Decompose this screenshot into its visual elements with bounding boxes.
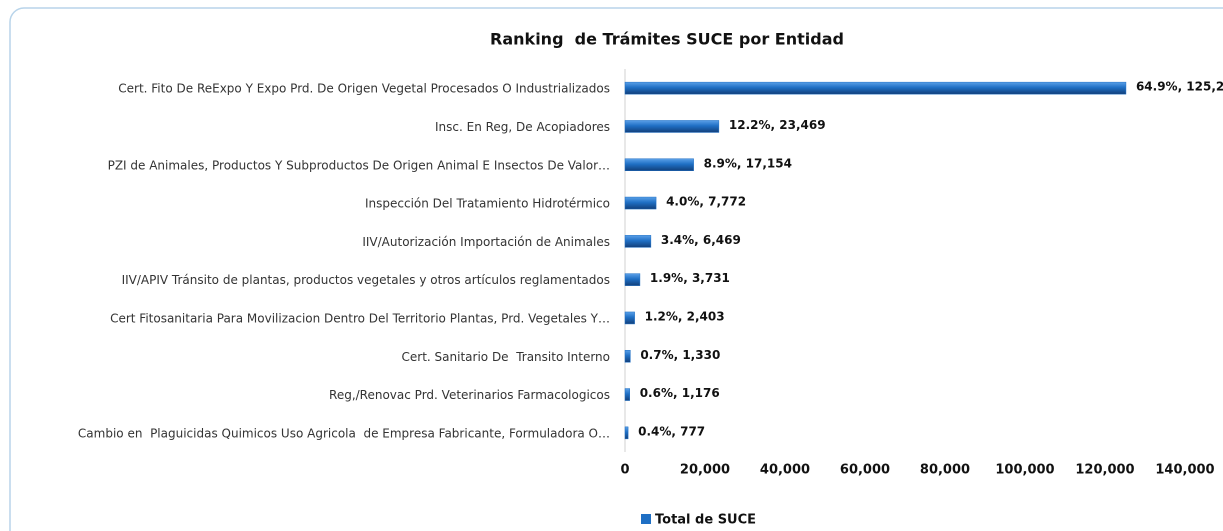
x-tick-label: 140,000 bbox=[1155, 463, 1214, 478]
category-label: Reg,/Renovac Prd. Veterinarios Farmacolo… bbox=[329, 388, 610, 402]
legend-label: Total de SUCE bbox=[655, 513, 756, 528]
bar bbox=[624, 350, 631, 363]
x-tick-label: 120,000 bbox=[1075, 463, 1134, 478]
x-tick-label: 80,000 bbox=[920, 463, 970, 478]
x-tick-label: 60,000 bbox=[840, 463, 890, 478]
category-label: Cambio en Plaguicidas Quimicos Uso Agric… bbox=[78, 426, 610, 440]
category-label: IIV/Autorización Importación de Animales bbox=[362, 235, 610, 249]
frame bbox=[9, 7, 1223, 531]
data-label: 8.9%, 17,154 bbox=[704, 156, 792, 170]
x-tick-label: 40,000 bbox=[760, 463, 810, 478]
bar bbox=[624, 158, 694, 171]
chart-title: Ranking de Trámites SUCE por Entidad bbox=[490, 30, 844, 49]
bar bbox=[624, 311, 635, 325]
category-label: Cert. Sanitario De Transito Interno bbox=[402, 350, 610, 364]
category-label: Insc. En Reg, De Acopiadores bbox=[435, 120, 610, 134]
category-label: Inspección Del Tratamiento Hidrotérmico bbox=[365, 197, 610, 211]
x-tick-label: 20,000 bbox=[680, 463, 730, 478]
bar bbox=[624, 273, 641, 286]
bar bbox=[624, 426, 629, 440]
bar bbox=[624, 196, 657, 210]
category-label: PZI de Animales, Productos Y Subproducto… bbox=[108, 158, 610, 172]
data-label: 12.2%, 23,469 bbox=[729, 118, 826, 132]
bar bbox=[624, 120, 720, 133]
data-label: 1.2%, 2,403 bbox=[645, 309, 725, 323]
data-label: 0.4%, 777 bbox=[638, 424, 705, 438]
x-tick-label: 0 bbox=[620, 463, 629, 478]
bar bbox=[624, 235, 652, 248]
bar bbox=[624, 81, 1127, 95]
category-label: Cert. Fito De ReExpo Y Expo Prd. De Orig… bbox=[118, 82, 610, 96]
data-label: 1.9%, 3,731 bbox=[650, 271, 730, 285]
category-label: Cert Fitosanitaria Para Movilizacion Den… bbox=[110, 311, 610, 325]
data-label: 4.0%, 7,772 bbox=[666, 195, 746, 209]
data-label: 0.7%, 1,330 bbox=[640, 348, 720, 362]
data-label: 64.9%, 125,237 bbox=[1136, 80, 1223, 94]
data-label: 0.6%, 1,176 bbox=[640, 386, 720, 400]
data-label: 3.4%, 6,469 bbox=[661, 233, 741, 247]
bar bbox=[624, 388, 630, 401]
x-tick-label: 100,000 bbox=[995, 463, 1054, 478]
legend-swatch bbox=[641, 514, 651, 524]
category-label: IIV/APIV Tránsito de plantas, productos … bbox=[122, 273, 610, 287]
